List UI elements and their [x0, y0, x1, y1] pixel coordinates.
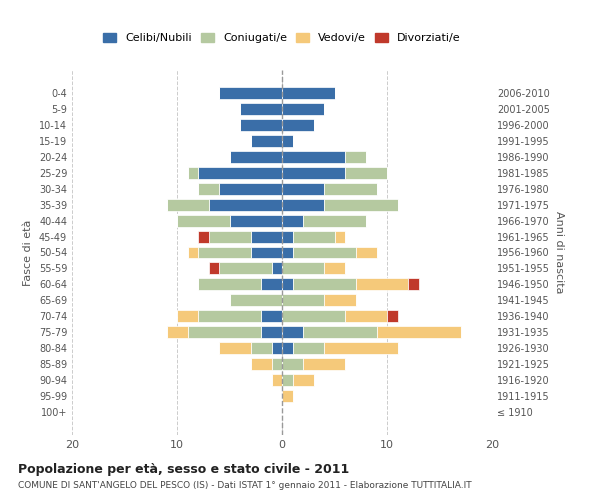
Bar — [282, 102, 324, 115]
Bar — [282, 166, 345, 178]
Bar — [324, 198, 398, 210]
Bar — [324, 262, 345, 274]
Bar — [293, 278, 355, 290]
Bar — [345, 150, 366, 162]
Bar — [408, 278, 419, 290]
Bar — [345, 310, 387, 322]
Bar — [229, 294, 282, 306]
Bar — [282, 294, 324, 306]
Bar — [303, 326, 377, 338]
Bar — [345, 166, 387, 178]
Bar — [271, 358, 282, 370]
Bar — [271, 262, 282, 274]
Bar — [282, 246, 293, 258]
Bar — [229, 214, 282, 226]
Bar — [282, 214, 303, 226]
Bar — [209, 230, 251, 242]
Bar — [251, 342, 271, 354]
Bar — [177, 310, 198, 322]
Bar — [219, 262, 271, 274]
Bar — [282, 118, 314, 130]
Bar — [251, 134, 282, 146]
Bar — [261, 310, 282, 322]
Bar — [209, 262, 219, 274]
Bar — [282, 374, 293, 386]
Bar — [324, 294, 355, 306]
Bar — [324, 182, 377, 194]
Bar — [187, 326, 261, 338]
Bar — [198, 166, 282, 178]
Text: Popolazione per età, sesso e stato civile - 2011: Popolazione per età, sesso e stato civil… — [18, 462, 349, 475]
Bar — [198, 230, 209, 242]
Bar — [282, 198, 324, 210]
Bar — [229, 150, 282, 162]
Bar — [282, 182, 324, 194]
Bar — [293, 342, 324, 354]
Bar — [219, 86, 282, 99]
Bar — [335, 230, 345, 242]
Bar — [187, 246, 198, 258]
Bar — [209, 198, 282, 210]
Bar — [251, 246, 282, 258]
Bar — [303, 358, 345, 370]
Bar — [187, 166, 198, 178]
Bar — [293, 374, 314, 386]
Bar — [240, 118, 282, 130]
Bar — [293, 230, 335, 242]
Bar — [240, 102, 282, 115]
Bar — [282, 358, 303, 370]
Bar — [355, 278, 408, 290]
Bar — [198, 182, 219, 194]
Bar — [198, 310, 261, 322]
Bar — [303, 214, 366, 226]
Y-axis label: Anni di nascita: Anni di nascita — [554, 211, 563, 294]
Bar — [271, 342, 282, 354]
Bar — [282, 278, 293, 290]
Bar — [377, 326, 461, 338]
Bar — [261, 278, 282, 290]
Bar — [293, 246, 355, 258]
Bar — [198, 246, 251, 258]
Bar — [251, 230, 282, 242]
Text: COMUNE DI SANT'ANGELO DEL PESCO (IS) - Dati ISTAT 1° gennaio 2011 - Elaborazione: COMUNE DI SANT'ANGELO DEL PESCO (IS) - D… — [18, 480, 472, 490]
Bar — [355, 246, 377, 258]
Bar — [282, 310, 345, 322]
Bar — [167, 198, 209, 210]
Bar — [282, 86, 335, 99]
Bar — [282, 326, 303, 338]
Bar — [282, 390, 293, 402]
Bar — [251, 358, 271, 370]
Bar — [324, 342, 398, 354]
Bar — [387, 310, 398, 322]
Legend: Celibi/Nubili, Coniugati/e, Vedovi/e, Divorziati/e: Celibi/Nubili, Coniugati/e, Vedovi/e, Di… — [99, 28, 465, 48]
Bar — [261, 326, 282, 338]
Bar — [282, 150, 345, 162]
Bar — [282, 262, 324, 274]
Bar — [271, 374, 282, 386]
Bar — [219, 342, 251, 354]
Bar — [198, 278, 261, 290]
Bar — [282, 134, 293, 146]
Bar — [282, 230, 293, 242]
Y-axis label: Fasce di età: Fasce di età — [23, 220, 33, 286]
Bar — [219, 182, 282, 194]
Bar — [282, 342, 293, 354]
Bar — [167, 326, 187, 338]
Bar — [177, 214, 229, 226]
